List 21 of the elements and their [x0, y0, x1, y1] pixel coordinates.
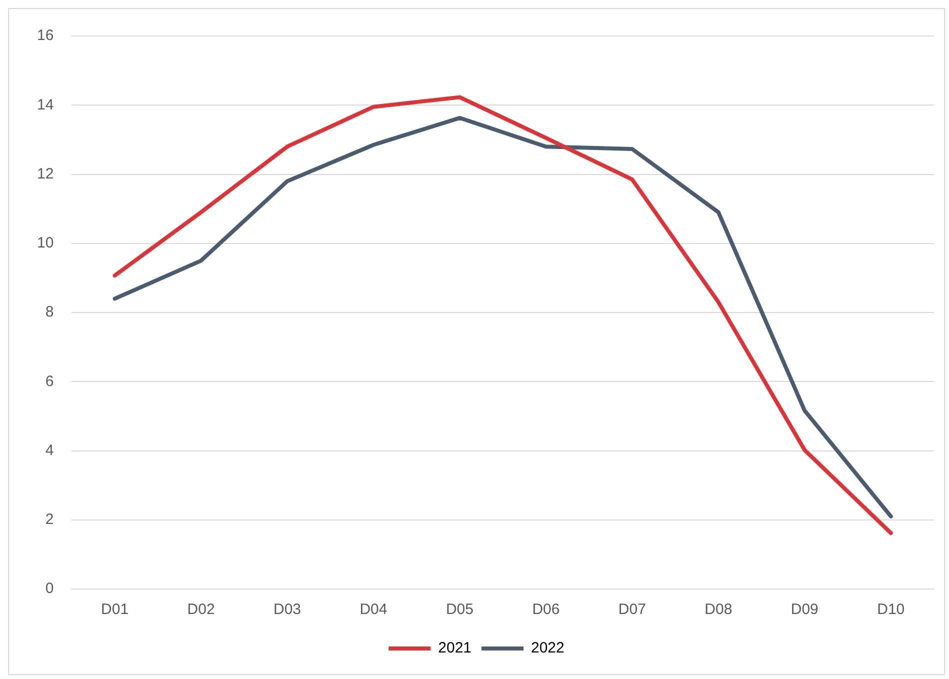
x-tick-label: D05	[446, 601, 474, 618]
x-tick-label: D03	[274, 601, 302, 618]
x-tick-label: D07	[618, 601, 646, 618]
y-tick-label: 16	[36, 27, 54, 44]
y-tick-label: 12	[36, 165, 54, 182]
x-tick-label: D09	[790, 601, 818, 618]
y-tick-label: 14	[36, 96, 54, 114]
x-tick-label: D06	[532, 601, 560, 618]
x-tick-label: D10	[877, 601, 905, 618]
legend-label: 2022	[531, 640, 564, 657]
y-tick-label: 8	[45, 304, 54, 321]
y-tick-label: 0	[45, 580, 54, 598]
x-tick-label: D02	[187, 601, 215, 618]
x-tick-label: D01	[101, 601, 129, 618]
x-tick-label: D08	[704, 601, 732, 618]
y-tick-label: 4	[45, 442, 54, 459]
y-tick-label: 6	[45, 372, 54, 390]
x-tick-label: D04	[360, 601, 388, 618]
legend-label: 2021	[438, 640, 472, 657]
y-tick-label: 10	[36, 234, 54, 252]
y-tick-label: 2	[45, 511, 54, 528]
